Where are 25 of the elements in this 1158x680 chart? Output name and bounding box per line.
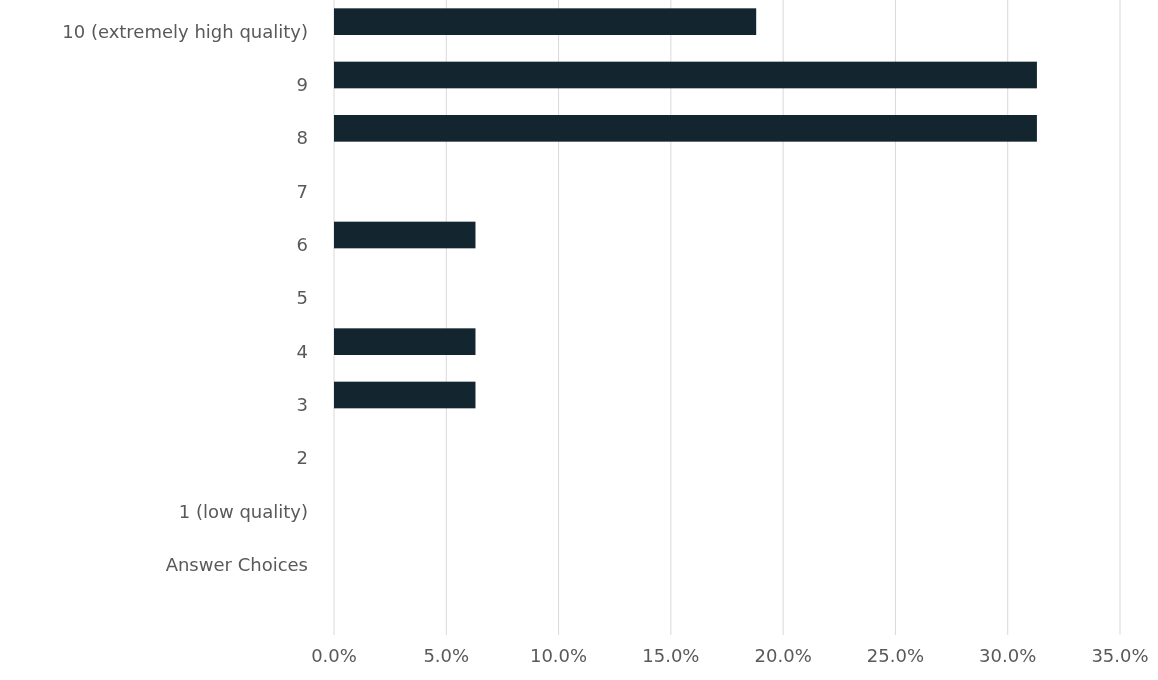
y-tick-label: 8 [296,127,308,149]
x-tick-label: 35.0% [1091,645,1149,666]
y-tick-label: 5 [296,287,308,309]
x-tick-label: 15.0% [642,645,700,666]
bar [334,8,757,35]
y-tick-label: 7 [296,180,308,202]
y-tick-label: 9 [296,74,308,95]
y-tick-label: 4 [296,340,308,362]
x-tick-label: 5.0% [423,645,470,666]
x-tick-label: 20.0% [754,645,812,666]
y-tick-label: 1 (low quality) [178,500,308,522]
y-tick-label: 3 [296,394,308,415]
x-tick-label: 25.0% [866,645,925,666]
y-tick-label: 2 [296,447,308,469]
bar [334,221,476,249]
y-tick-label: 6 [296,234,308,255]
x-tick-label: 30.0% [979,645,1037,666]
bar [334,328,476,355]
x-tick-label: 0.0% [311,645,357,666]
bar [334,115,1037,142]
bar [334,61,1037,89]
y-tick-label: 10 (extremely high quality) [62,20,308,42]
x-tick-label: 10.0% [529,645,588,666]
y-tick-label: Answer Choices [165,554,308,575]
bar [334,381,476,409]
